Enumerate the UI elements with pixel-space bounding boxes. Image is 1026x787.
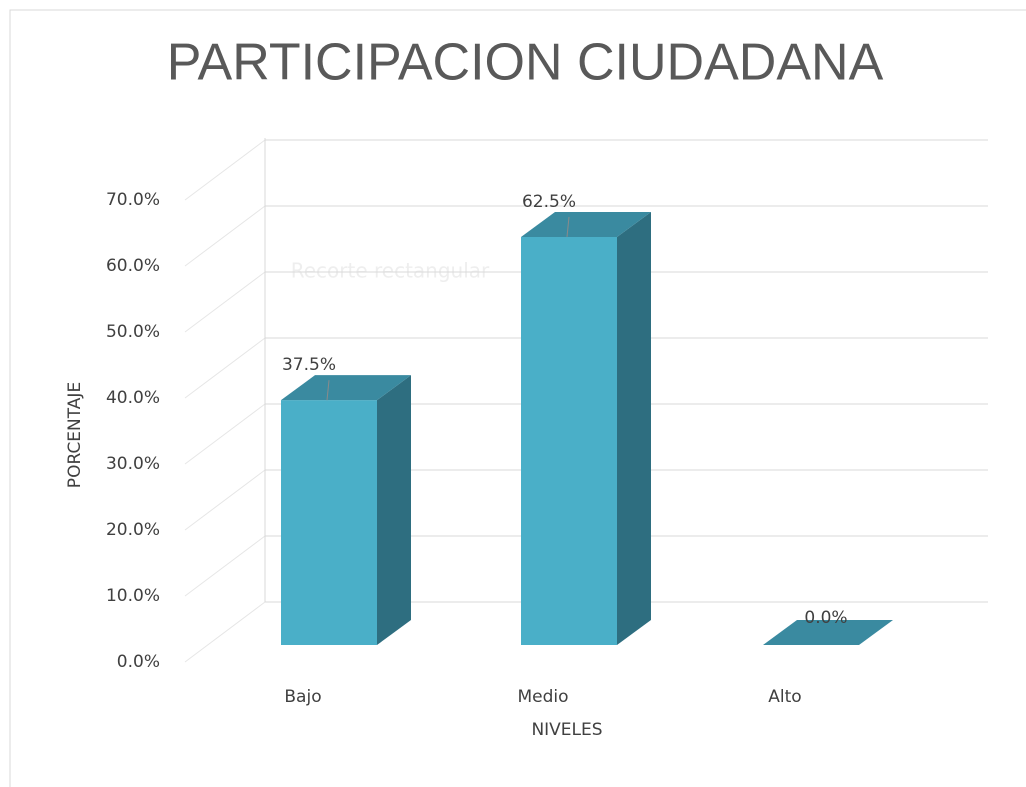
bar-top [521, 211, 651, 237]
grid-line-side [184, 469, 266, 531]
bar-top [763, 620, 893, 645]
x-tick-label: Medio [517, 687, 568, 707]
y-tick-label: 40.0% [106, 388, 160, 408]
bar-side [377, 375, 411, 645]
grid-line-side [184, 601, 266, 663]
y-axis-label: PORCENTAJE [65, 382, 85, 488]
x-tick-label: Bajo [284, 687, 321, 707]
bar [281, 375, 411, 645]
y-tick-label: 70.0% [106, 190, 160, 210]
bar-side [617, 211, 651, 645]
y-tick-label: 10.0% [106, 586, 160, 606]
grid-line-side [184, 535, 266, 597]
data-label: 62.5% [522, 192, 576, 212]
grid-line-side [184, 271, 266, 333]
bar-front [521, 236, 617, 645]
grid-line-side [184, 337, 266, 399]
bar [763, 620, 893, 645]
x-tick-label: Alto [768, 687, 801, 707]
grid-line-side [184, 403, 266, 465]
data-label: 0.0% [804, 608, 847, 628]
chart-title: PARTICIPACION CIUDADANA [167, 34, 884, 92]
y-tick-label: 0.0% [117, 652, 160, 672]
bar-front [281, 400, 377, 645]
chart-border [9, 9, 1026, 787]
y-tick-label: 30.0% [106, 454, 160, 474]
data-label: 37.5% [282, 355, 336, 375]
bar [521, 211, 651, 645]
y-tick-label: 20.0% [106, 520, 160, 540]
bar-top [281, 375, 411, 401]
y-tick-label: 50.0% [106, 322, 160, 342]
x-axis-label: NIVELES [531, 720, 602, 740]
grid-line-side [184, 205, 266, 267]
label-leader [566, 216, 570, 238]
grid-line-side [184, 139, 266, 201]
y-tick-label: 60.0% [106, 256, 160, 276]
label-leader [326, 380, 330, 401]
watermark: Recorte rectangular [291, 259, 490, 283]
